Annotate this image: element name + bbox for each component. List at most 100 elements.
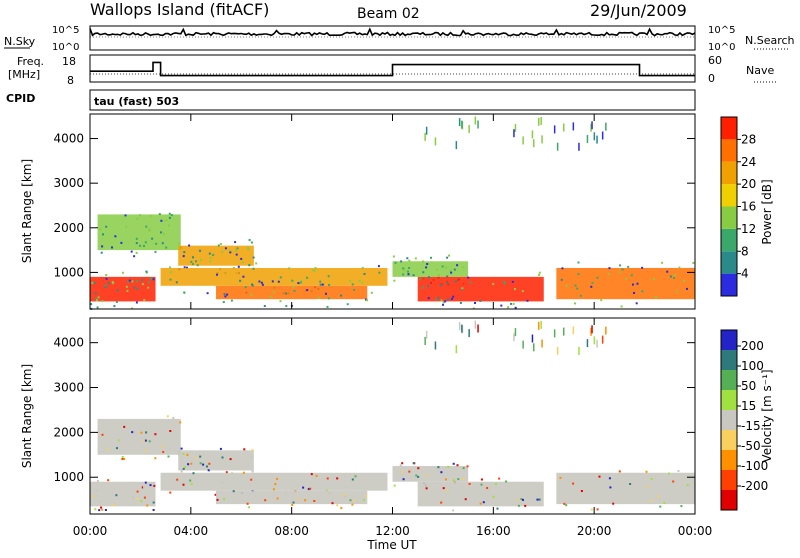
velocity-speckle — [223, 498, 226, 501]
power-speckle — [403, 269, 406, 272]
velocity-colorbar-label: Velocity [m s⁻¹] — [760, 369, 774, 462]
power-speckle — [144, 241, 147, 244]
power-speckle — [402, 273, 405, 276]
power-speckle — [669, 275, 672, 278]
velocity-speckle — [353, 499, 356, 502]
velocity-speckle — [325, 489, 328, 492]
velocity-speckle — [274, 483, 277, 486]
y-tick-label: 3000 — [53, 176, 84, 190]
velocity-speckle — [242, 471, 245, 474]
power-speckle — [325, 292, 327, 295]
power-speckle — [686, 287, 688, 290]
velocity-region — [556, 472, 695, 505]
power-speckle — [446, 275, 449, 278]
power-speckle — [252, 267, 255, 270]
power-speckle — [250, 241, 253, 244]
power-speckle — [422, 260, 425, 263]
velocity-speckle — [180, 447, 183, 450]
power-speckle — [406, 257, 409, 260]
velocity-speckle — [336, 477, 339, 480]
power-speckle — [422, 286, 424, 289]
y-tick-label: 1000 — [53, 265, 84, 279]
colorbar-swatch — [721, 161, 737, 185]
power-speckle — [477, 120, 479, 129]
power-speckle — [115, 301, 118, 303]
cpid-value: tau (fast) 503 — [94, 95, 179, 108]
power-speckle — [641, 290, 644, 293]
velocity-speckle — [563, 327, 565, 336]
power-speckle — [440, 299, 443, 302]
power-speckle — [578, 142, 580, 151]
power-speckle — [112, 282, 115, 285]
power-speckle — [285, 292, 288, 295]
velocity-speckle — [663, 502, 666, 504]
power-y-axis: 4000 3000 2000 1000 — [53, 132, 695, 279]
velocity-y-axis: 4000 3000 2000 1000 — [53, 336, 695, 484]
power-speckle — [258, 280, 261, 283]
velocity-speckle — [452, 479, 455, 482]
power-speckle — [435, 298, 438, 301]
power-speckle — [145, 270, 148, 273]
power-speckle — [561, 267, 564, 270]
velocity-speckle — [536, 498, 539, 501]
power-speckle — [521, 290, 524, 293]
power-speckle — [673, 277, 676, 279]
velocity-speckle — [462, 467, 465, 470]
velocity-speckle — [601, 335, 604, 344]
power-speckle — [327, 297, 330, 300]
velocity-speckle — [123, 425, 126, 428]
velocity-speckle — [505, 480, 508, 483]
velocity-speckle — [401, 471, 403, 473]
velocity-speckle — [166, 415, 169, 418]
power-speckle — [255, 262, 258, 265]
velocity-speckle — [452, 509, 455, 512]
velocity-speckle — [225, 471, 228, 474]
power-speckle — [678, 266, 681, 269]
power-speckle — [208, 252, 211, 255]
velocity-speckle — [219, 447, 222, 450]
power-speckle — [408, 259, 411, 262]
y-tick-label: 4000 — [53, 132, 84, 146]
power-speckle — [419, 277, 422, 280]
velocity-speckle — [580, 490, 583, 492]
power-speckle — [673, 274, 676, 277]
velocity-speckle — [313, 500, 316, 502]
power-speckle — [366, 299, 368, 302]
power-speckle — [630, 274, 633, 277]
power-speckle — [444, 300, 447, 303]
velocity-speckle — [513, 333, 515, 342]
power-speckle — [661, 261, 664, 264]
power-speckle — [139, 214, 141, 217]
power-speckle — [96, 306, 99, 309]
power-speckle — [469, 281, 472, 284]
velocity-speckle — [402, 478, 405, 481]
y-tick-label: 1000 — [53, 470, 84, 484]
power-region — [417, 276, 544, 302]
y-tick-label: 2000 — [53, 221, 84, 235]
power-speckle — [394, 261, 397, 264]
power-speckle — [155, 242, 158, 245]
velocity-speckle — [182, 467, 185, 470]
velocity-speckle — [121, 456, 124, 458]
power-speckle — [601, 131, 604, 140]
velocity-speckle — [462, 478, 465, 480]
power-speckle — [143, 299, 146, 301]
power-speckle — [230, 299, 233, 302]
power-speckle — [422, 271, 425, 274]
x-tick-label: 00:00 — [678, 524, 713, 538]
velocity-speckle — [106, 448, 109, 451]
velocity-speckle — [145, 431, 148, 434]
velocity-speckle — [677, 470, 680, 472]
velocity-speckle — [680, 505, 683, 508]
power-speckle — [675, 290, 678, 293]
velocity-speckle — [186, 453, 189, 456]
power-speckle — [340, 294, 343, 297]
power-speckle — [458, 118, 461, 127]
power-speckle — [221, 250, 224, 253]
power-speckle — [222, 301, 225, 303]
colorbar-swatch — [721, 184, 737, 207]
power-speckle — [244, 286, 247, 289]
power-speckle — [271, 280, 274, 283]
power-speckle — [514, 306, 517, 309]
power-speckle — [577, 273, 580, 276]
